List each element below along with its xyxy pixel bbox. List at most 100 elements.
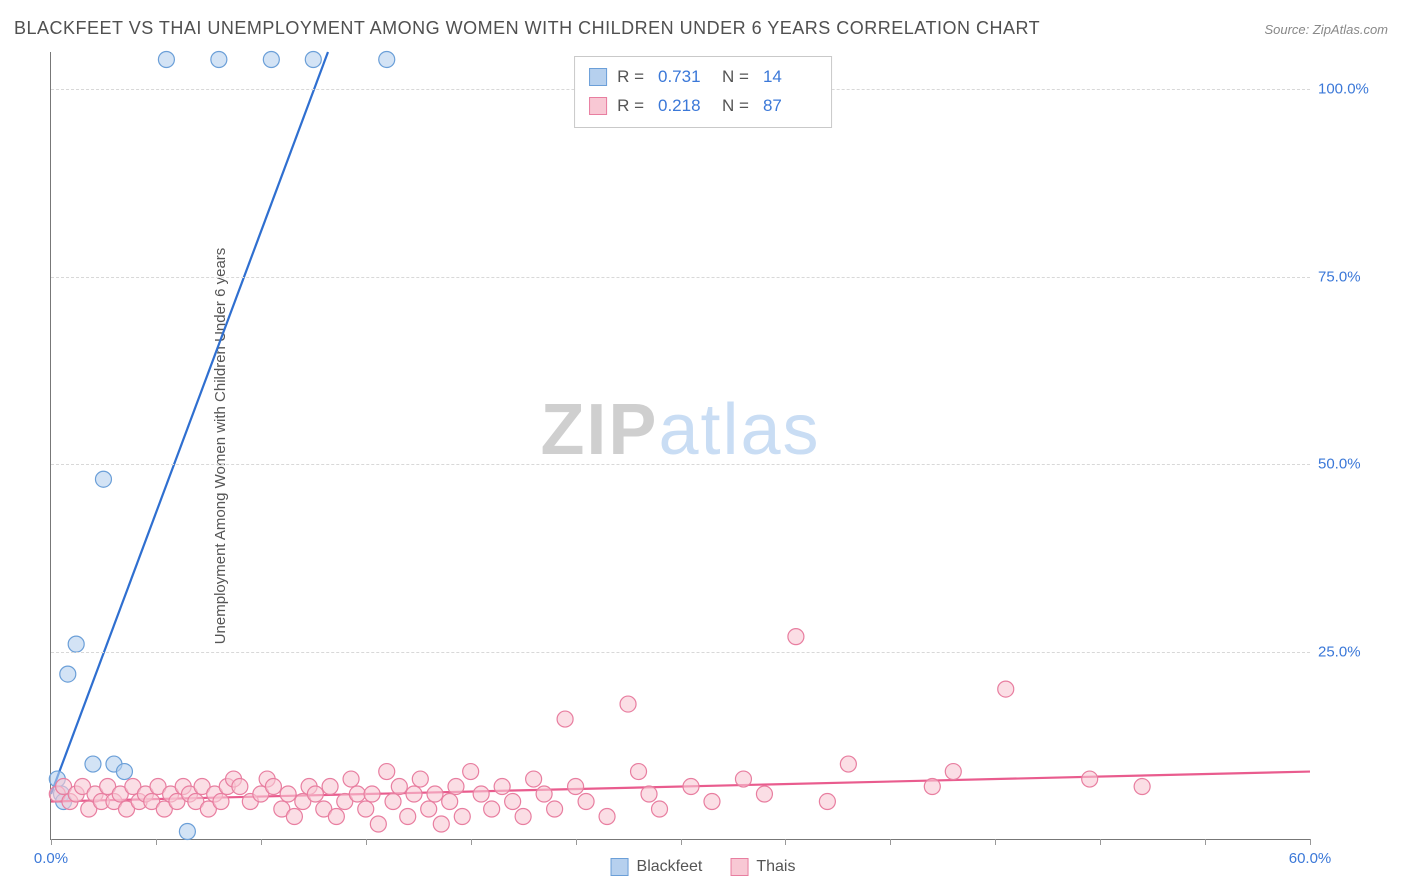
data-point — [60, 666, 76, 682]
legend-row: R =0.218N =87 — [589, 92, 817, 121]
legend-r-value: 0.731 — [658, 63, 712, 92]
data-point — [158, 51, 174, 67]
chart-title: BLACKFEET VS THAI UNEMPLOYMENT AMONG WOM… — [14, 18, 1040, 39]
data-point — [735, 771, 751, 787]
data-point — [620, 696, 636, 712]
data-point — [819, 794, 835, 810]
data-point — [68, 636, 84, 652]
x-tick-label: 0.0% — [34, 850, 68, 867]
data-point — [364, 786, 380, 802]
data-point — [641, 786, 657, 802]
x-tick-mark — [51, 839, 52, 845]
data-point — [343, 771, 359, 787]
legend-swatch — [589, 68, 607, 86]
data-point — [328, 809, 344, 825]
x-tick-mark — [785, 839, 786, 845]
x-tick-mark — [1205, 839, 1206, 845]
x-tick-mark — [576, 839, 577, 845]
data-point — [683, 779, 699, 795]
data-point — [280, 786, 296, 802]
data-point — [454, 809, 470, 825]
x-tick-mark — [156, 839, 157, 845]
data-point — [1134, 779, 1150, 795]
legend-swatch — [730, 858, 748, 876]
data-point — [421, 801, 437, 817]
legend-r-label: R = — [617, 63, 644, 92]
plot-area: ZIPatlas 25.0%50.0%75.0%100.0%0.0%60.0% — [50, 52, 1310, 840]
y-tick-label: 50.0% — [1318, 456, 1388, 473]
x-tick-mark — [1310, 839, 1311, 845]
data-point — [322, 779, 338, 795]
data-point — [526, 771, 542, 787]
data-point — [494, 779, 510, 795]
data-point — [631, 764, 647, 780]
data-point — [358, 801, 374, 817]
grid-line — [51, 652, 1310, 653]
source-text: Source: ZipAtlas.com — [1264, 22, 1388, 37]
data-point — [379, 764, 395, 780]
data-point — [370, 816, 386, 832]
data-point — [536, 786, 552, 802]
y-tick-label: 25.0% — [1318, 643, 1388, 660]
x-tick-mark — [890, 839, 891, 845]
data-point — [505, 794, 521, 810]
x-tick-mark — [471, 839, 472, 845]
data-point — [704, 794, 720, 810]
x-tick-mark — [366, 839, 367, 845]
legend-row: R =0.731N =14 — [589, 63, 817, 92]
data-point — [427, 786, 443, 802]
x-tick-mark — [995, 839, 996, 845]
data-point — [433, 816, 449, 832]
legend-n-label: N = — [722, 92, 749, 121]
data-point — [385, 794, 401, 810]
data-point — [484, 801, 500, 817]
data-point — [557, 711, 573, 727]
data-point — [391, 779, 407, 795]
x-tick-mark — [261, 839, 262, 845]
data-point — [379, 51, 395, 67]
series-legend-label: Thais — [756, 858, 795, 876]
data-point — [406, 786, 422, 802]
series-legend-item: Blackfeet — [611, 858, 703, 876]
series-legend: Blackfeet Thais — [611, 858, 796, 876]
legend-n-value: 87 — [763, 92, 817, 121]
data-point — [265, 779, 281, 795]
data-point — [547, 801, 563, 817]
series-legend-label: Blackfeet — [637, 858, 703, 876]
trend-line — [51, 52, 328, 794]
data-point — [568, 779, 584, 795]
data-point — [463, 764, 479, 780]
data-point — [448, 779, 464, 795]
grid-line — [51, 277, 1310, 278]
data-point — [998, 681, 1014, 697]
series-legend-item: Thais — [730, 858, 795, 876]
data-point — [578, 794, 594, 810]
data-point — [232, 779, 248, 795]
grid-line — [51, 464, 1310, 465]
data-point — [412, 771, 428, 787]
x-tick-mark — [681, 839, 682, 845]
data-point — [756, 786, 772, 802]
data-point — [286, 809, 302, 825]
data-point — [788, 629, 804, 645]
data-point — [211, 51, 227, 67]
data-point — [1082, 771, 1098, 787]
x-tick-mark — [1100, 839, 1101, 845]
data-point — [400, 809, 416, 825]
legend-swatch — [611, 858, 629, 876]
legend-n-value: 14 — [763, 63, 817, 92]
data-point — [515, 809, 531, 825]
data-point — [924, 779, 940, 795]
y-tick-label: 100.0% — [1318, 81, 1388, 98]
data-point — [179, 824, 195, 840]
data-point — [473, 786, 489, 802]
data-point — [305, 51, 321, 67]
data-point — [213, 794, 229, 810]
correlation-legend: R =0.731N =14R =0.218N =87 — [574, 56, 832, 128]
data-point — [263, 51, 279, 67]
x-tick-label: 60.0% — [1289, 850, 1332, 867]
scatter-svg — [51, 52, 1310, 839]
data-point — [307, 786, 323, 802]
legend-r-label: R = — [617, 92, 644, 121]
legend-swatch — [589, 97, 607, 115]
